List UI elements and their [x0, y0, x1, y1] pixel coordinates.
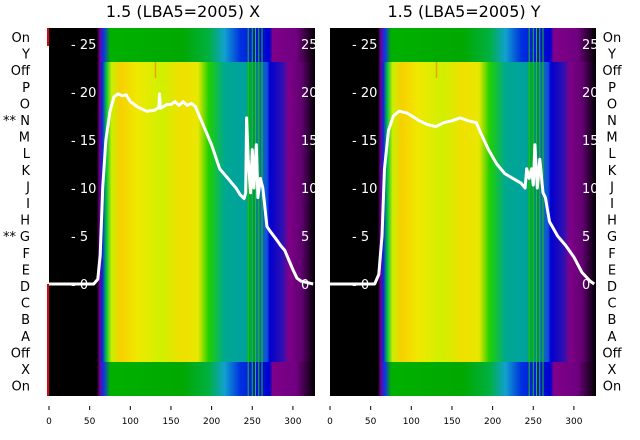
- edge-marker: [47, 284, 49, 396]
- x-tick-label: 200: [203, 417, 220, 427]
- row-label: D: [20, 280, 30, 295]
- chart-title: 1.5 (LBA5=2005) Y: [387, 2, 540, 21]
- y-tick-label: - 5: [71, 230, 88, 245]
- row-label: K: [21, 164, 30, 179]
- y-tick-label-right: 10: [582, 182, 599, 197]
- x-tick-label: 200: [484, 417, 501, 427]
- row-label: On: [603, 31, 621, 46]
- row-marker: **: [3, 230, 17, 245]
- spectrum-top-band: [49, 28, 315, 62]
- y-tick-label: - 10: [352, 182, 377, 197]
- row-label: Off: [11, 346, 31, 361]
- y-tick-label: - 25: [71, 38, 96, 53]
- row-label: H: [607, 214, 617, 229]
- series-line-y: [330, 109, 596, 286]
- row-label: X: [21, 363, 30, 378]
- y-tick-label-right: 5: [582, 230, 590, 245]
- y-tick-label-right: 20: [301, 86, 318, 101]
- y-tick-label: - 15: [71, 134, 96, 149]
- x-tick-label: 50: [365, 417, 377, 427]
- spectrum-main-band: [49, 62, 315, 362]
- row-label: Off: [602, 346, 622, 361]
- edge-marker: [47, 28, 49, 46]
- x-tick-label: 250: [244, 417, 261, 427]
- panel-x: 1.5 (LBA5=2005) X- 0 0- 5 5- 10 10- 15 15- 2…: [3, 2, 318, 427]
- panel-y: 1.5 (LBA5=2005) Y- 0 0- 5 5- 10 10- 15 15- 2…: [327, 2, 622, 427]
- x-tick-label: 300: [284, 417, 301, 427]
- row-label: L: [608, 147, 616, 162]
- y-tick-label-right: 15: [301, 134, 318, 149]
- row-label: Off: [11, 64, 31, 79]
- row-label: I: [26, 197, 30, 212]
- chart-title: 1.5 (LBA5=2005) X: [106, 2, 260, 21]
- row-label: On: [603, 380, 621, 395]
- row-label: C: [21, 297, 30, 312]
- row-label: E: [608, 263, 616, 278]
- y-tick-label-right: 10: [301, 182, 318, 197]
- row-label: On: [12, 380, 30, 395]
- row-label: L: [23, 147, 31, 162]
- x-tick-label: 0: [46, 417, 52, 427]
- row-label: I: [610, 197, 614, 212]
- row-label: D: [607, 280, 617, 295]
- row-label: O: [20, 97, 30, 112]
- y-tick-label: - 15: [352, 134, 377, 149]
- row-label: F: [23, 247, 30, 262]
- x-tick-label: 150: [443, 417, 460, 427]
- x-tick-label: 50: [84, 417, 96, 427]
- row-label: Y: [607, 48, 616, 63]
- row-label: E: [22, 263, 30, 278]
- row-label: N: [607, 114, 617, 129]
- row-marker: **: [3, 114, 17, 129]
- row-label: N: [20, 114, 30, 129]
- y-tick-label: - 25: [352, 38, 377, 53]
- y-tick-label-right: 0: [582, 278, 590, 293]
- row-label: P: [22, 81, 30, 96]
- x-tick-label: 100: [122, 417, 139, 427]
- row-label: F: [608, 247, 615, 262]
- row-label: A: [608, 330, 617, 345]
- series-line-x: [49, 92, 314, 286]
- row-label: G: [20, 230, 30, 245]
- y-tick-label: - 20: [352, 86, 377, 101]
- spectrum-bottom-band: [330, 362, 596, 396]
- y-tick-label-right: 15: [582, 134, 599, 149]
- row-label: Y: [21, 48, 30, 63]
- row-label: P: [608, 81, 616, 96]
- spectrum-top-band: [330, 28, 596, 62]
- spectrum-main-band: [330, 62, 596, 362]
- row-label: X: [608, 363, 617, 378]
- y-tick-label-right: 5: [301, 230, 309, 245]
- y-tick-label-right: 0: [301, 278, 309, 293]
- row-label: K: [608, 164, 617, 179]
- y-tick-label: - 20: [71, 86, 96, 101]
- row-label: M: [606, 131, 617, 146]
- y-tick-label-right: 25: [582, 38, 599, 53]
- spectrum-bottom-band: [49, 362, 315, 396]
- row-label: A: [21, 330, 30, 345]
- y-tick-label-right: 20: [582, 86, 599, 101]
- row-label: J: [25, 180, 30, 195]
- y-tick-label: - 5: [352, 230, 369, 245]
- row-label: H: [20, 214, 30, 229]
- y-tick-label-right: 25: [301, 38, 318, 53]
- row-label: Off: [602, 64, 622, 79]
- x-tick-label: 100: [403, 417, 420, 427]
- x-tick-label: 0: [327, 417, 333, 427]
- row-label: O: [607, 97, 617, 112]
- x-tick-label: 150: [162, 417, 179, 427]
- row-label: On: [12, 31, 30, 46]
- row-label: B: [21, 313, 30, 328]
- row-label: J: [609, 180, 614, 195]
- x-tick-label: 250: [525, 417, 542, 427]
- y-tick-label: - 10: [71, 182, 96, 197]
- row-label: B: [608, 313, 617, 328]
- x-tick-label: 300: [565, 417, 582, 427]
- row-label: C: [607, 297, 616, 312]
- row-label: G: [607, 230, 617, 245]
- row-label: M: [19, 131, 30, 146]
